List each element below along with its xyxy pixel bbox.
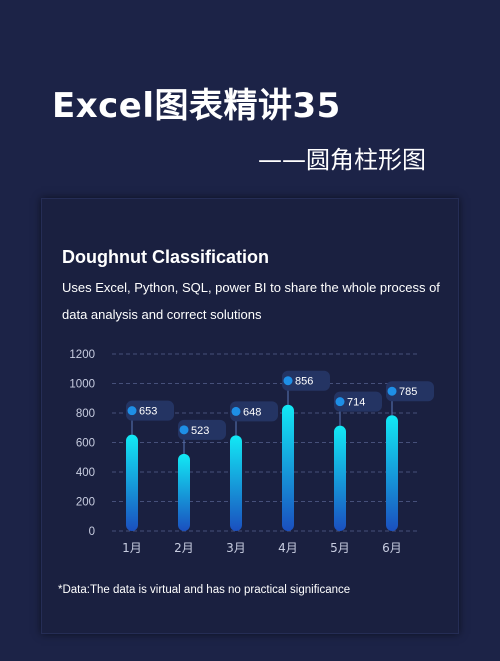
bar-chart: 0 200 400 600 800 1000 1200 653 1月 523 2月 648 3月 856…: [69, 349, 434, 555]
y-tick-label: 600: [76, 438, 95, 450]
data-footnote: *Data:The data is virtual and has no pra…: [58, 584, 351, 596]
data-label: 523: [191, 425, 209, 437]
data-point-marker: [283, 376, 293, 386]
page-title: Excel图表精讲35: [52, 86, 341, 126]
data-label-box: [126, 400, 174, 421]
chart-description: Uses Excel, Python, SQL, power BI to sha…: [62, 280, 440, 322]
y-tick-label: 800: [76, 408, 95, 420]
bar: [282, 404, 294, 531]
y-tick-label: 1200: [69, 349, 95, 361]
data-point-marker: [179, 425, 189, 435]
data-point-marker: [387, 386, 397, 396]
x-tick-label: 1月: [122, 541, 142, 555]
y-tick-label: 400: [76, 467, 95, 479]
data-label-box: [282, 370, 330, 391]
x-tick-label: 5月: [330, 541, 350, 555]
data-point-marker: [231, 406, 241, 416]
data-label: 714: [347, 397, 365, 409]
data-label: 785: [399, 386, 417, 398]
x-tick-label: 3月: [226, 541, 246, 555]
y-tick-label: 1000: [69, 379, 95, 391]
y-tick-label: 0: [89, 526, 95, 538]
chart-title: Doughnut Classification: [62, 247, 269, 267]
chart-card: Doughnut Classification Uses Excel, Pyth…: [41, 198, 459, 634]
data-label: 856: [295, 376, 313, 388]
data-label-box: [334, 391, 382, 412]
data-label: 648: [243, 406, 261, 418]
page-subtitle: ——圆角柱形图: [258, 146, 426, 174]
data-label-box: [386, 381, 434, 402]
data-point-marker: [127, 406, 137, 416]
data-label: 653: [139, 406, 157, 418]
data-label-box: [230, 401, 278, 422]
data-label-box: [178, 419, 226, 440]
bar: [386, 415, 398, 531]
data-point-marker: [335, 397, 345, 407]
bar: [230, 435, 242, 531]
bar: [178, 453, 190, 531]
bar: [334, 425, 346, 531]
x-tick-label: 2月: [174, 541, 194, 555]
y-tick-label: 200: [76, 497, 95, 509]
bar: [126, 434, 138, 531]
x-tick-label: 4月: [278, 541, 298, 555]
x-tick-label: 6月: [382, 541, 402, 555]
